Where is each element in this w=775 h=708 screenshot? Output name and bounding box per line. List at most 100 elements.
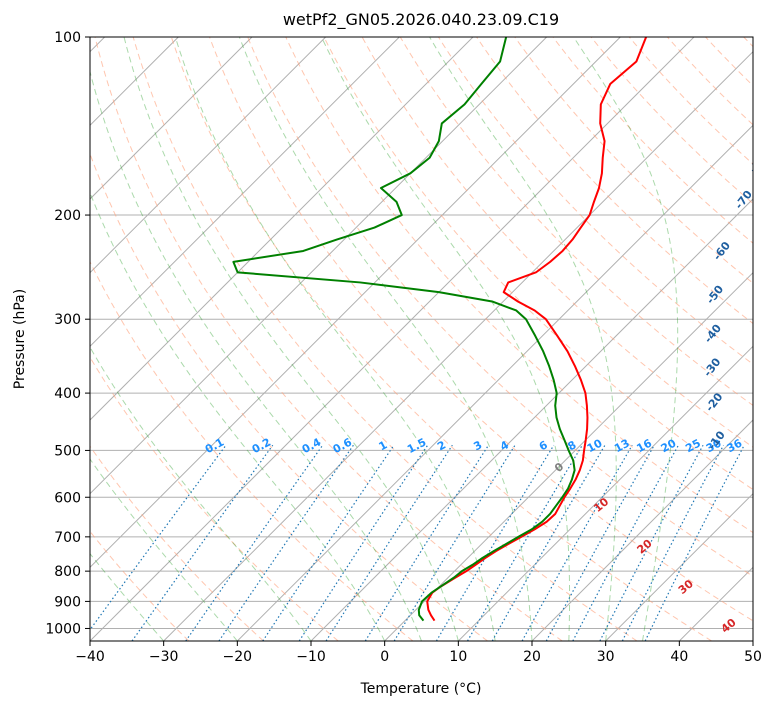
mixing-ratio-label: 0.4 [300, 435, 324, 456]
mixing-ratio-label: 10 [585, 436, 605, 455]
mixing-ratio-line [364, 444, 489, 641]
moist-adiabat-label: 0 [552, 460, 566, 475]
dry-adiabat-line [90, 152, 488, 641]
mixing-ratio-line [621, 444, 725, 641]
dry-adiabat-line [667, 37, 753, 126]
x-axis-label: Temperature (°C) [360, 681, 482, 697]
mixing-ratio-line [90, 444, 227, 631]
dry-adiabat-line [590, 37, 753, 205]
y-tick-label: 300 [54, 312, 81, 328]
x-tick-label: −20 [223, 649, 253, 665]
x-tick-label: 0 [380, 649, 389, 665]
mixing-ratio-label: 4 [498, 438, 511, 453]
y-tick-label: 100 [54, 30, 81, 46]
moist-adiabat-line [238, 37, 533, 641]
moist-adiabat-line [123, 37, 459, 641]
dry-adiabat-line [90, 356, 339, 641]
dry-adiabat-line [438, 37, 753, 365]
mixing-ratio-label: 6 [537, 438, 550, 453]
mixing-ratio-label: 30 [704, 436, 724, 455]
isotherm-line [457, 345, 753, 641]
plot-area: 0.10.20.40.611.52346810131620253036-100-… [90, 37, 775, 641]
moist-adiabat-label: 10 [591, 495, 611, 515]
moist-adiabat-line [90, 191, 386, 641]
mixing-ratio-line [435, 444, 555, 641]
mixing-ratio-line [298, 444, 429, 641]
y-tick-label: 600 [54, 490, 81, 506]
mixing-ratio-label: 13 [612, 437, 632, 456]
theta-label: -70 [732, 188, 755, 212]
mixing-ratio-label: 0.1 [203, 436, 226, 457]
y-tick-label: 900 [54, 594, 81, 610]
y-tick-label: 1000 [45, 621, 81, 637]
isotherm-line [531, 419, 753, 641]
mixing-ratio-line [393, 444, 516, 641]
moist-adiabat-line [321, 37, 571, 641]
axes: −40 −30 −20 −10 0 10 20 30 40 5010020030040050060… [45, 30, 762, 665]
moist-adiabat-label: 20 [635, 537, 655, 557]
moist-adiabat-line [90, 552, 165, 641]
y-tick-label: 200 [54, 208, 81, 224]
theta-label: -40 [702, 322, 725, 346]
isotherm-line [384, 271, 753, 641]
isotherm-line [163, 50, 753, 641]
x-tick-label: −10 [296, 649, 326, 665]
y-tick-label: 800 [54, 564, 81, 580]
mixing-ratio-label: 36 [725, 436, 745, 455]
x-tick-label: −30 [149, 649, 179, 665]
dry-adiabat-line [90, 445, 264, 641]
mixing-ratio-line [466, 444, 583, 641]
x-tick-label: 10 [449, 649, 467, 665]
moist-adiabat-line [573, 37, 679, 641]
mixing-ratio-line [644, 444, 745, 641]
theta-label: -80 [747, 151, 770, 175]
isotherm-line [90, 37, 695, 641]
moist-adiabat-line [429, 37, 617, 641]
x-tick-label: 20 [523, 649, 541, 665]
isotherm-line [90, 37, 400, 348]
isotherm-line [90, 37, 327, 274]
dry-adiabat-line [476, 37, 753, 325]
dry-adiabat-line [90, 530, 190, 641]
moist-adiabat-line [174, 37, 496, 641]
theta-label: -30 [701, 355, 724, 379]
isotherm-line [90, 37, 253, 200]
dry-adiabat-line [247, 37, 753, 577]
plot-frame [89, 36, 754, 642]
temperature-profile-line [426, 37, 648, 622]
theta-label: -90 [760, 109, 775, 133]
dry-adiabat-line [209, 37, 753, 622]
mixing-ratio-label: 3 [471, 438, 484, 453]
x-tick-label: 50 [744, 649, 762, 665]
moist-adiabat-label: 40 [719, 616, 739, 636]
y-tick-label: 400 [54, 386, 81, 402]
dry-adiabat-line [90, 260, 414, 641]
mixing-ratio-line [521, 444, 633, 641]
dewpoint-profile-line [232, 37, 576, 622]
isotherm-line [236, 124, 753, 641]
isotherm-line [752, 640, 753, 641]
mixing-ratio-line [131, 444, 274, 641]
y-axis-label: Pressure (hPa) [12, 289, 28, 389]
mixing-ratio-label: 16 [634, 436, 654, 455]
theta-label: -20 [703, 390, 726, 414]
dry-adiabat-line [132, 37, 638, 641]
dry-adiabat-line [514, 37, 753, 284]
dry-adiabat-line [743, 37, 753, 48]
isotherm-line [605, 492, 753, 641]
y-tick-label: 700 [54, 530, 81, 546]
mixing-ratio-line [218, 444, 354, 641]
isotherm-line [90, 37, 474, 421]
x-tick-label: −40 [75, 649, 105, 665]
moist-adiabat-line [90, 346, 312, 641]
mixing-ratio-label: 20 [659, 436, 679, 455]
moist-adiabat-line [90, 458, 238, 641]
dry-adiabat-line [94, 37, 563, 641]
mixing-ratio-line [325, 444, 453, 641]
dry-adiabat-line [552, 37, 753, 244]
y-tick-label: 500 [54, 443, 81, 459]
dry-adiabat-line [170, 37, 712, 641]
mixing-ratio-line [545, 444, 655, 641]
